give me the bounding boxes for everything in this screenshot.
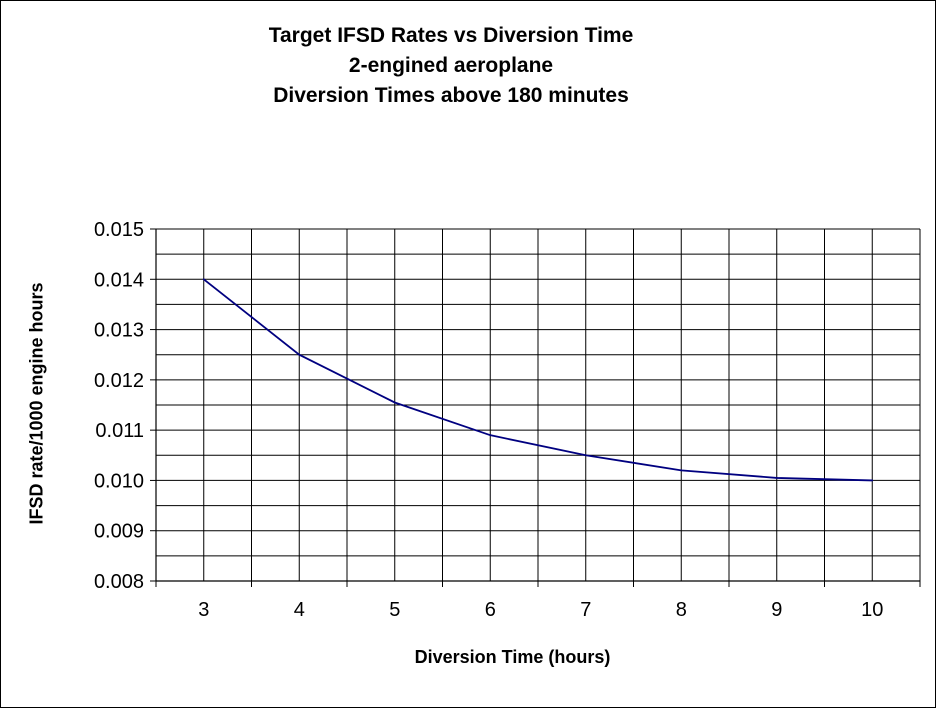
x-tick-label: 8 [676, 599, 687, 621]
x-tick-label: 4 [294, 599, 305, 621]
x-tick-label: 6 [485, 599, 496, 621]
data-point [393, 401, 396, 404]
data-point [584, 454, 587, 457]
x-tick-label: 7 [580, 599, 591, 621]
data-point [489, 434, 492, 437]
data-point [871, 479, 874, 482]
y-tick-label: 0.012 [94, 370, 144, 392]
y-tick-label: 0.014 [94, 269, 144, 291]
chart-title: Target IFSD Rates vs Diversion Time 2-en… [1, 21, 901, 111]
series-line [203, 278, 873, 482]
y-tick-label: 0.015 [94, 219, 144, 241]
chart-title-line-1: Target IFSD Rates vs Diversion Time [268, 24, 634, 47]
x-tick-label: 5 [389, 599, 400, 621]
x-axis-label: Diversion Time (hours) [414, 647, 611, 667]
chart-title-line-2: 2-engined aeroplane [348, 54, 554, 77]
x-tick-label: 9 [771, 599, 782, 621]
chart-title-line-3: Diversion Times above 180 minutes [273, 84, 629, 107]
y-tick-label: 0.009 [94, 521, 144, 543]
y-tick-label: 0.011 [95, 420, 144, 442]
x-tick-label: 3 [198, 599, 209, 621]
data-point [202, 278, 205, 281]
data-point [680, 469, 683, 472]
data-point [775, 477, 778, 479]
y-tick-label: 0.010 [94, 470, 144, 492]
data-point [298, 353, 301, 356]
y-tick-label: 0.008 [94, 571, 144, 593]
x-tick-label: 10 [861, 599, 883, 621]
y-tick-label: 0.013 [94, 320, 144, 342]
